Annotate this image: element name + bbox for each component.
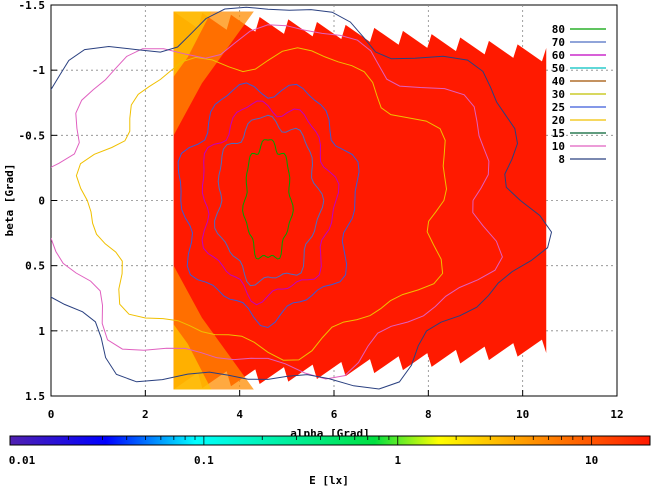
colorbar-gradient xyxy=(9,435,651,446)
x-tick-label: 4 xyxy=(236,408,243,421)
y-tick-label: 1.5 xyxy=(25,390,45,403)
x-axis-ticks: 0 2 4 6 8 10 12 xyxy=(48,390,624,421)
legend-label: 40 xyxy=(552,75,565,88)
colorbar-tick-label: 10 xyxy=(585,454,598,467)
contour-line-8 xyxy=(51,6,553,390)
heatmap-surface xyxy=(173,11,547,390)
y-tick-label: -1.5 xyxy=(19,0,46,12)
legend-label: 80 xyxy=(552,23,565,36)
x-tick-label: 12 xyxy=(610,408,623,421)
x-tick-label: 0 xyxy=(48,408,55,421)
y-tick-label: -1 xyxy=(32,64,46,77)
contour-lines xyxy=(51,6,553,390)
y-axis-ticks: -1.5 -1 -0.5 0 0.5 1 1.5 xyxy=(19,0,57,403)
legend-label: 50 xyxy=(552,62,565,75)
contour-line-60 xyxy=(201,100,340,306)
x-tick-label: 2 xyxy=(142,408,149,421)
legend-label: 20 xyxy=(552,114,565,127)
contour-line-80 xyxy=(242,139,294,260)
legend-label: 60 xyxy=(552,49,565,62)
legend-label: 15 xyxy=(552,127,565,140)
x-tick-label: 8 xyxy=(425,408,432,421)
legend-label: 70 xyxy=(552,36,565,49)
contour-line-20 xyxy=(75,47,448,361)
colorbar-tick-label: 0.01 xyxy=(9,454,36,467)
legend-label: 10 xyxy=(552,140,565,153)
legend-label: 25 xyxy=(552,101,565,114)
colorbar-tick-label: 0.1 xyxy=(194,454,214,467)
colorbar-ticks: 0.01 0.1 1 10 xyxy=(9,436,651,467)
colorbar-tick-label: 1 xyxy=(394,454,401,467)
legend-label: 8 xyxy=(558,153,565,166)
y-tick-label: 1 xyxy=(38,325,45,338)
y-tick-label: -0.5 xyxy=(19,129,46,142)
y-tick-label: 0 xyxy=(38,195,45,208)
contour-line-25 xyxy=(177,82,360,329)
contour-line-70 xyxy=(214,114,325,287)
heat-band xyxy=(173,11,547,390)
y-axis-label: beta [Grad] xyxy=(3,164,16,237)
x-tick-label: 10 xyxy=(516,408,529,421)
colorbar-label: E [lx] xyxy=(309,474,349,486)
heat-corner-top xyxy=(173,11,212,77)
y-tick-label: 0.5 xyxy=(25,260,45,273)
contour-line-10 xyxy=(51,24,503,380)
x-tick-label: 6 xyxy=(331,408,338,421)
legend-label: 30 xyxy=(552,88,565,101)
